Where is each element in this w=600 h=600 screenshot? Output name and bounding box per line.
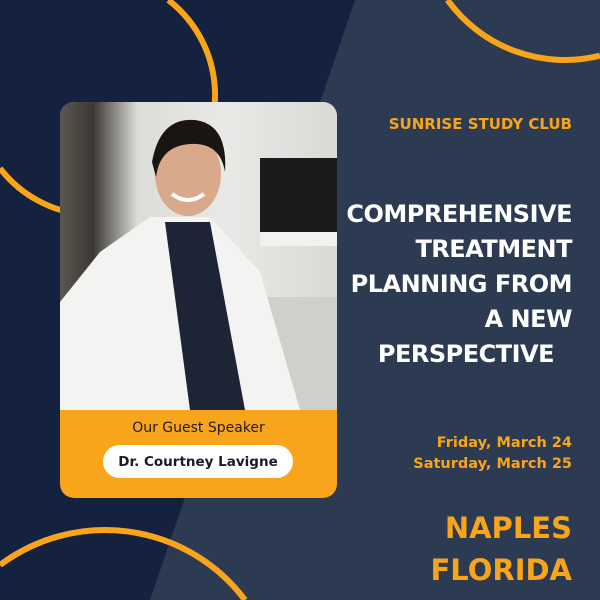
speaker-photo [60,102,337,410]
title-line: TREATMENT [415,235,572,263]
date-line: Friday, March 24 [436,435,572,451]
title-line: A NEW [484,305,573,333]
decorative-arc-bottom-left [0,527,248,600]
club-name: SUNRISE STUDY CLUB [388,115,572,133]
title-line: COMPREHENSIVE [346,200,572,228]
speaker-photo-illustration [60,119,337,410]
speaker-card: Our Guest Speaker Dr. Courtney Lavigne [60,102,337,498]
location-city: NAPLES [444,511,572,545]
event-location: NAPLES FLORIDA [430,507,572,591]
decorative-arc-top-right [445,0,600,63]
speaker-name: Dr. Courtney Lavigne [118,453,278,470]
title-line: PERSPECTIVE [377,340,555,368]
guest-speaker-label: Our Guest Speaker [132,420,265,436]
title-line: PLANNING FROM [350,270,573,298]
location-state: FLORIDA [430,553,572,587]
event-title: COMPREHENSIVE TREATMENT PLANNING FROM A … [346,197,572,372]
event-dates: Friday, March 24 Saturday, March 25 [413,433,572,475]
speaker-name-badge: Dr. Courtney Lavigne [103,445,293,478]
date-line: Saturday, March 25 [413,456,572,472]
